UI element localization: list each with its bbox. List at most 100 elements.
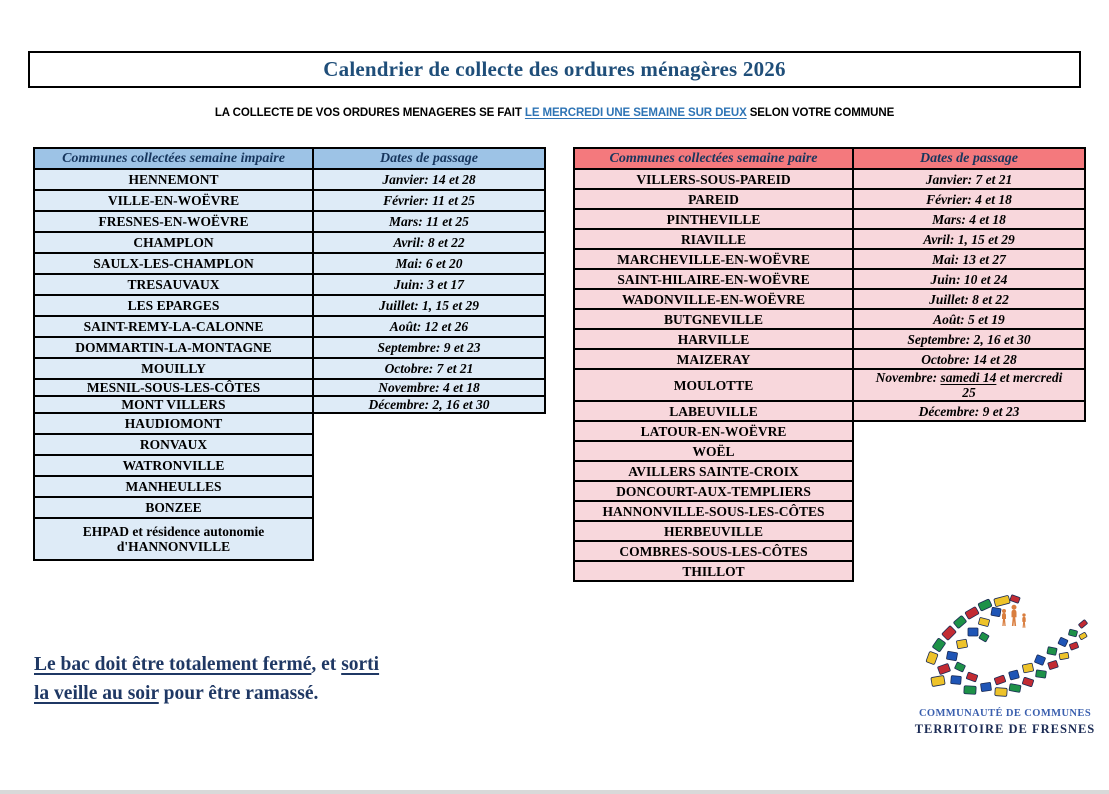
commune-cell: SAINT-HILAIRE-EN-WOËVRE bbox=[573, 268, 854, 290]
commune-cell: SAULX-LES-CHAMPLON bbox=[33, 252, 314, 275]
table-header-row: Communes collectées semaine impaire Dates… bbox=[33, 147, 546, 170]
bin-instruction-note: Le bac doit être totalement fermé, et so… bbox=[34, 650, 464, 708]
commune-name: MANHEULLES bbox=[125, 479, 222, 494]
table-row: PINTHEVILLE Mars: 4 et 18 bbox=[573, 208, 1086, 230]
text-segment: , et bbox=[311, 654, 342, 675]
commune-cell: COMBRES-SOUS-LES-CÔTES bbox=[573, 540, 854, 562]
table-row: BONZEE bbox=[33, 496, 546, 519]
table-even-week-communes: Communes collectées semaine paire Dates d… bbox=[573, 147, 1086, 582]
table-row: HANNONVILLE-SOUS-LES-CÔTES bbox=[573, 500, 1086, 522]
commune-name: PINTHEVILLE bbox=[666, 211, 761, 227]
table-row: SAULX-LES-CHAMPLON Mai: 6 et 20 bbox=[33, 252, 546, 275]
subtitle: LA COLLECTE DE VOS ORDURES MENAGERES SE … bbox=[0, 107, 1109, 119]
commune-name: HARVILLE bbox=[677, 331, 750, 347]
commune-name: SAINT-HILAIRE-EN-WOËVRE bbox=[617, 271, 810, 287]
commune-cell: MAIZERAY bbox=[573, 348, 854, 370]
commune-name: WATRONVILLE bbox=[122, 458, 225, 473]
commune-cell: MOULOTTE bbox=[573, 368, 854, 402]
table-row: BUTGNEVILLE Août: 5 et 19 bbox=[573, 308, 1086, 330]
commune-name: BUTGNEVILLE bbox=[663, 311, 764, 327]
commune-cell: MOUILLY bbox=[33, 357, 314, 380]
text-segment: LA COLLECTE DE VOS ORDURES MENAGERES SE … bbox=[214, 107, 525, 119]
table-row: HARVILLE Septembre: 2, 16 et 30 bbox=[573, 328, 1086, 350]
table-row: EHPAD et résidence autonomie d'HANNONVILL… bbox=[33, 517, 546, 561]
commune-name: BONZEE bbox=[145, 500, 202, 515]
commune-cell: HARVILLE bbox=[573, 328, 854, 350]
date-cell: Décembre: 2, 16 et 30 bbox=[312, 395, 546, 414]
commune-name: CHAMPLON bbox=[133, 235, 214, 250]
table-row: CHAMPLON Avril: 8 et 22 bbox=[33, 231, 546, 254]
table-row: SAINT-HILAIRE-EN-WOËVRE Juin: 10 et 24 bbox=[573, 268, 1086, 290]
commune-name: HENNEMONT bbox=[128, 172, 219, 187]
date-cell: Mai: 13 et 27 bbox=[852, 248, 1086, 270]
date-cell: Septembre: 9 et 23 bbox=[312, 336, 546, 359]
commune-name: MOUILLY bbox=[141, 361, 206, 376]
commune-cell: MARCHEVILLE-EN-WOËVRE bbox=[573, 248, 854, 270]
commune-name: VILLE-EN-WOËVRE bbox=[107, 193, 240, 208]
commune-cell: RIAVILLE bbox=[573, 228, 854, 250]
date-cell: Août: 5 et 19 bbox=[852, 308, 1086, 330]
date-cell: Décembre: 9 et 23 bbox=[852, 400, 1086, 422]
commune-name: MARCHEVILLE-EN-WOËVRE bbox=[617, 251, 810, 267]
date-cell: Septembre: 2, 16 et 30 bbox=[852, 328, 1086, 350]
commune-name-line2: d'HANNONVILLE bbox=[116, 539, 231, 554]
commune-cell: PINTHEVILLE bbox=[573, 208, 854, 230]
text-segment: 25 bbox=[962, 385, 976, 400]
commune-cell: EHPAD et résidence autonomie d'HANNONVILL… bbox=[33, 517, 314, 561]
date-cell: Février: 4 et 18 bbox=[852, 188, 1086, 210]
commune-name: SAULX-LES-CHAMPLON bbox=[93, 256, 254, 271]
date-cell: Mars: 11 et 25 bbox=[312, 210, 546, 233]
date-cell: Avril: 1, 15 et 29 bbox=[852, 228, 1086, 250]
commune-name: WADONVILLE-EN-WOËVRE bbox=[621, 291, 806, 307]
table-row: THILLOT bbox=[573, 560, 1086, 582]
date-cell: Janvier: 14 et 28 bbox=[312, 168, 546, 191]
text-segment: et mercredi bbox=[996, 370, 1063, 385]
table-row: SAINT-REMY-LA-CALONNE Août: 12 et 26 bbox=[33, 315, 546, 338]
table-row: TRESAUVAUX Juin: 3 et 17 bbox=[33, 273, 546, 296]
date-cell: Juin: 10 et 24 bbox=[852, 268, 1086, 290]
commune-name: HANNONVILLE-SOUS-LES-CÔTES bbox=[602, 503, 825, 519]
commune-cell: VILLERS-SOUS-PAREID bbox=[573, 168, 854, 190]
commune-cell: HERBEUVILLE bbox=[573, 520, 854, 542]
table-row: LATOUR-EN-WOËVRE bbox=[573, 420, 1086, 442]
text-segment: sorti bbox=[341, 654, 380, 675]
commune-cell: AVILLERS SAINTE-CROIX bbox=[573, 460, 854, 482]
commune-cell: LATOUR-EN-WOËVRE bbox=[573, 420, 854, 442]
date-cell: Novembre: samedi 14 et mercredi 25 bbox=[852, 368, 1086, 402]
commune-cell: MANHEULLES bbox=[33, 475, 314, 498]
commune-cell: PAREID bbox=[573, 188, 854, 210]
commune-name: RONVAUX bbox=[139, 437, 208, 452]
text-segment: samedi 14 bbox=[940, 370, 997, 385]
date-cell: Octobre: 7 et 21 bbox=[312, 357, 546, 380]
text-segment: la veille au soir bbox=[34, 683, 159, 704]
community-logo: COMMUNAUTÉ DE COMMUNES TERRITOIRE DE FRE… bbox=[905, 592, 1105, 737]
date-cell: Avril: 8 et 22 bbox=[312, 231, 546, 254]
table-row: HENNEMONT Janvier: 14 et 28 bbox=[33, 168, 546, 191]
table-row: PAREID Février: 4 et 18 bbox=[573, 188, 1086, 210]
table-row: VILLERS-SOUS-PAREID Janvier: 7 et 21 bbox=[573, 168, 1086, 190]
table-row: WOËL bbox=[573, 440, 1086, 462]
commune-cell: HENNEMONT bbox=[33, 168, 314, 191]
commune-cell: THILLOT bbox=[573, 560, 854, 582]
table-row: MARCHEVILLE-EN-WOËVRE Mai: 13 et 27 bbox=[573, 248, 1086, 270]
table-row: MESNIL-SOUS-LES-CÔTES Novembre: 4 et 18 bbox=[33, 378, 546, 397]
commune-name: WOËL bbox=[692, 443, 735, 459]
commune-name: THILLOT bbox=[682, 563, 745, 579]
table-odd-week-communes: Communes collectées semaine impaire Dates… bbox=[33, 147, 546, 561]
commune-cell: HAUDIOMONT bbox=[33, 412, 314, 435]
people-icon bbox=[1002, 604, 1026, 628]
commune-name: VILLERS-SOUS-PAREID bbox=[636, 171, 791, 187]
page-bottom-edge bbox=[0, 790, 1109, 794]
table-row: RONVAUX bbox=[33, 433, 546, 456]
table-row: MOUILLY Octobre: 7 et 21 bbox=[33, 357, 546, 380]
commune-name: RIAVILLE bbox=[680, 231, 747, 247]
logo-text-line1: COMMUNAUTÉ DE COMMUNES bbox=[918, 708, 1092, 719]
text-segment: SELON VOTRE COMMUNE bbox=[746, 107, 895, 119]
date-cell: Juillet: 8 et 22 bbox=[852, 288, 1086, 310]
date-cell: Octobre: 14 et 28 bbox=[852, 348, 1086, 370]
commune-cell: TRESAUVAUX bbox=[33, 273, 314, 296]
commune-cell: BONZEE bbox=[33, 496, 314, 519]
commune-name: PAREID bbox=[688, 191, 739, 207]
commune-cell: LES EPARGES bbox=[33, 294, 314, 317]
